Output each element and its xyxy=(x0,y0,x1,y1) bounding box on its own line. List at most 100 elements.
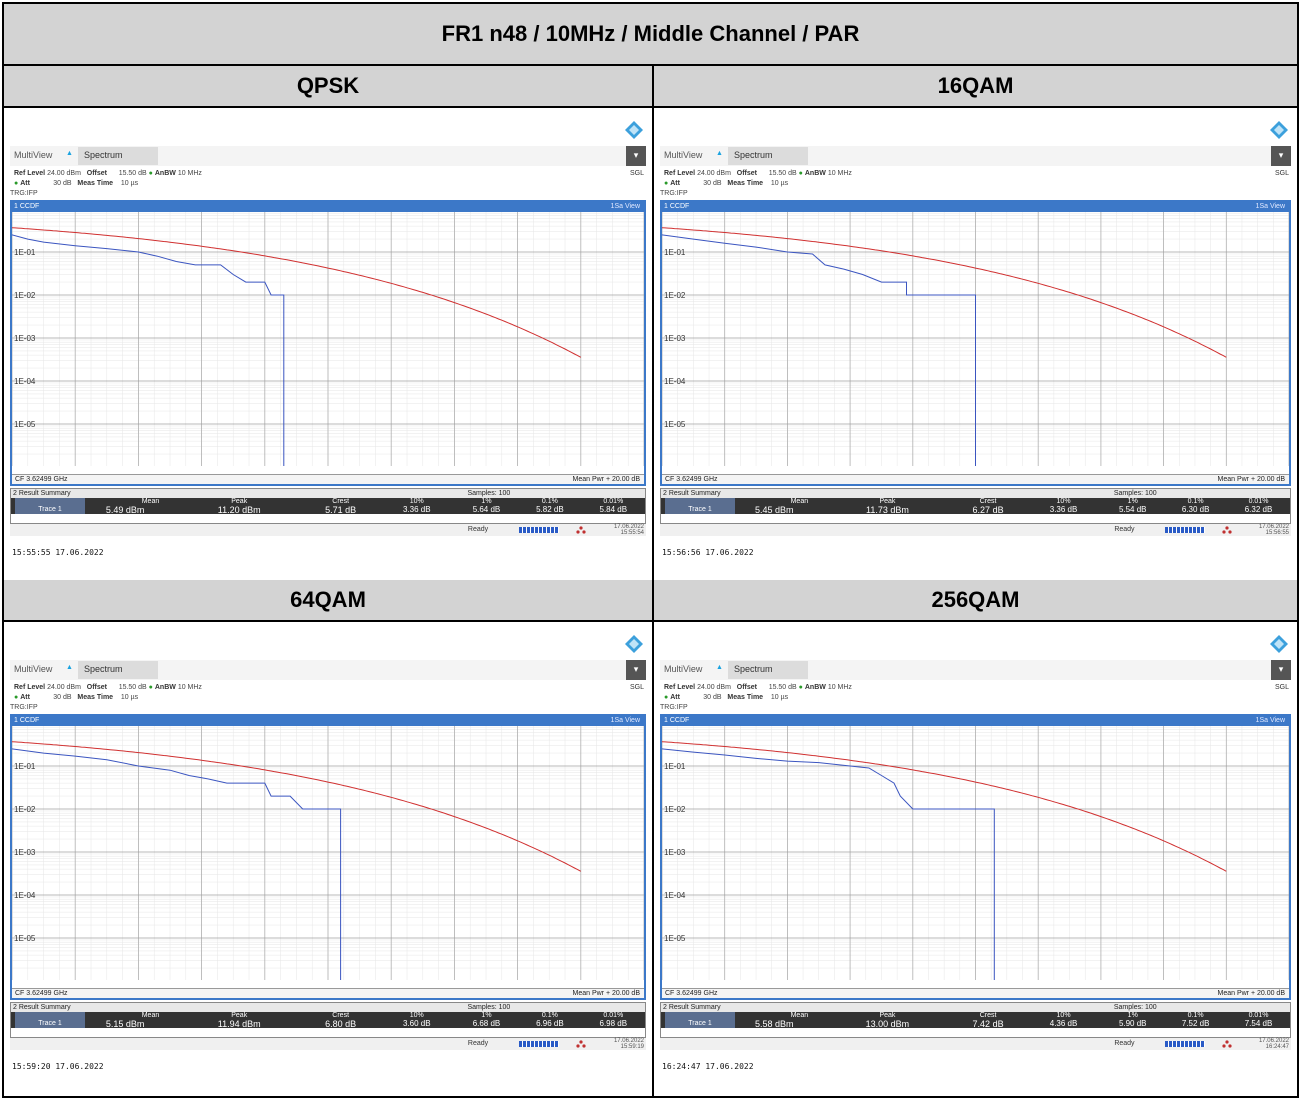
peak-value: 11.73 dBm xyxy=(865,505,909,515)
y-tick-label: 1E-05 xyxy=(664,934,686,943)
peak-value: 11.20 dBm xyxy=(217,505,261,515)
result-summary-header: 2 Result Summary Samples: 100 xyxy=(11,1003,645,1012)
col-001: 0.01% xyxy=(603,1012,624,1019)
capture-timestamp: 15:55:55 17.06.2022 xyxy=(12,548,104,557)
result-summary-header: 2 Result Summary Samples: 100 xyxy=(661,1003,1290,1012)
y-tick-label: 1E-04 xyxy=(14,891,36,900)
status-time: 16:24:47 xyxy=(1265,1044,1289,1050)
col-10: 10% xyxy=(409,498,424,505)
trace-label: Trace 1 xyxy=(665,498,735,514)
tab-spectrum[interactable]: Spectrum xyxy=(78,147,158,165)
ref-level-value: 24.00 dBm xyxy=(47,170,81,177)
offset-value: 15.50 dB xyxy=(118,170,147,177)
mean-pwr-label: Mean Pwr + 20.00 dB xyxy=(1217,990,1285,997)
trg-label: TRG:IFP xyxy=(660,704,688,711)
att-line: ● Att 30 dB Meas Time 10 µs xyxy=(664,180,788,187)
mean-value: 5.45 dBm xyxy=(754,505,794,515)
y-tick-label: 1E-03 xyxy=(664,334,686,343)
p001-value: 7.54 dB xyxy=(1244,1019,1273,1028)
menu-button[interactable]: ▾ xyxy=(1271,660,1291,680)
offset-label: Offset xyxy=(736,170,758,177)
y-tick-label: 1E-04 xyxy=(664,377,686,386)
crest-value: 6.80 dB xyxy=(325,1019,357,1029)
col-01: 0.1% xyxy=(1187,1012,1204,1019)
ccdf-plot: 1 CCDF 1Sa View 1E-01 1E-02 1E-03 1E-04 1E-0… xyxy=(10,714,646,1000)
tab-multiview[interactable]: MultiView xyxy=(14,664,53,674)
meas-time-value: 10 µs xyxy=(770,694,789,701)
capture-timestamp: 16:24:47 17.06.2022 xyxy=(662,1062,754,1071)
p001-value: 6.98 dB xyxy=(599,1019,628,1028)
p1-value: 6.68 dB xyxy=(472,1019,501,1028)
analyzer-screenshot: MultiView ▲ Spectrum ▾ SGL Ref Level 24.… xyxy=(654,110,1297,580)
status-date: 17.06.2022 xyxy=(1258,524,1289,530)
sgl-label: SGL xyxy=(1274,684,1289,691)
y-tick-label: 1E-02 xyxy=(14,805,36,814)
chevron-up-icon[interactable]: ▲ xyxy=(66,150,73,157)
anbw-value: 10 MHz xyxy=(177,684,202,691)
status-date: 17.06.2022 xyxy=(1258,1038,1289,1044)
col-001: 0.01% xyxy=(1248,498,1269,505)
ref-level-value: 24.00 dBm xyxy=(697,170,731,177)
sgl-label: SGL xyxy=(1274,170,1289,177)
ready-label: Ready xyxy=(467,526,489,533)
progress-bars-icon xyxy=(518,1041,559,1047)
modulation-header: 256QAM xyxy=(654,580,1297,622)
chevron-up-icon[interactable]: ▲ xyxy=(716,150,723,157)
tab-spectrum[interactable]: Spectrum xyxy=(728,147,808,165)
menu-button[interactable]: ▾ xyxy=(626,146,646,166)
y-tick-label: 1E-02 xyxy=(664,805,686,814)
status-bar: Ready 17.06.2022 16:24:47 xyxy=(660,1038,1291,1050)
chevron-up-icon[interactable]: ▲ xyxy=(716,664,723,671)
plot-footer: CF 3.62499 GHz Mean Pwr + 20.00 dB xyxy=(662,988,1289,998)
tab-spectrum[interactable]: Spectrum xyxy=(728,661,808,679)
col-crest: Crest xyxy=(979,498,997,505)
meas-time-value: 10 µs xyxy=(120,180,139,187)
tab-multiview[interactable]: MultiView xyxy=(14,150,53,160)
modulation-header: 16QAM xyxy=(654,66,1297,108)
tab-multiview[interactable]: MultiView xyxy=(664,150,703,160)
view-label: 1Sa View xyxy=(610,717,640,724)
p01-value: 6.30 dB xyxy=(1181,505,1210,514)
col-crest: Crest xyxy=(332,498,350,505)
trace-label: Trace 1 xyxy=(15,498,85,514)
trg-label: TRG:IFP xyxy=(660,190,688,197)
tab-bar: MultiView ▲ Spectrum ▾ xyxy=(660,146,1291,166)
att-line: ● Att 30 dB Meas Time 10 µs xyxy=(14,694,138,701)
anbw-label: AnBW xyxy=(154,684,176,691)
col-crest: Crest xyxy=(332,1012,350,1019)
analyzer-screenshot: MultiView ▲ Spectrum ▾ SGL Ref Level 24.… xyxy=(4,624,652,1094)
menu-button[interactable]: ▾ xyxy=(1271,146,1291,166)
mean-pwr-label: Mean Pwr + 20.00 dB xyxy=(572,476,640,483)
ccdf-trace-1 xyxy=(662,234,976,466)
col-001: 0.01% xyxy=(603,498,624,505)
tab-multiview[interactable]: MultiView xyxy=(664,664,703,674)
plot-header: 1 CCDF 1Sa View xyxy=(662,716,1289,726)
status-datetime: 17.06.2022 16:24:47 xyxy=(1259,1038,1289,1050)
col-1: 1% xyxy=(1127,1012,1138,1019)
crest-value: 7.42 dB xyxy=(972,1019,1004,1029)
ref-level-label: Ref Level xyxy=(664,170,696,177)
ccdf-trace-1 xyxy=(12,234,285,466)
menu-button[interactable]: ▾ xyxy=(626,660,646,680)
rs-logo-icon xyxy=(1270,635,1288,653)
chevron-up-icon[interactable]: ▲ xyxy=(66,664,73,671)
p01-value: 6.96 dB xyxy=(536,1019,564,1028)
col-001: 0.01% xyxy=(1248,1012,1269,1019)
network-icon xyxy=(576,526,586,534)
analyzer-screenshot: MultiView ▲ Spectrum ▾ SGL Ref Level 24.… xyxy=(654,624,1297,1094)
status-datetime: 17.06.2022 15:55:54 xyxy=(614,524,644,536)
col-1: 1% xyxy=(481,1012,492,1019)
anbw-label: AnBW xyxy=(804,170,826,177)
meas-time-value: 10 µs xyxy=(770,180,789,187)
col-peak: Peak xyxy=(879,498,896,505)
meas-time-label: Meas Time xyxy=(77,180,114,187)
col-10: 10% xyxy=(1056,1012,1071,1019)
y-tick-label: 1E-02 xyxy=(664,291,686,300)
modulation-header: 64QAM xyxy=(4,580,652,622)
tab-spectrum[interactable]: Spectrum xyxy=(78,661,158,679)
result-row xyxy=(11,1012,645,1028)
analyzer-screen: MultiView ▲ Spectrum ▾ SGL Ref Level 24.… xyxy=(4,110,652,580)
peak-value: 13.00 dBm xyxy=(865,1019,910,1029)
plot-title: 1 CCDF xyxy=(14,717,40,724)
y-tick-label: 1E-01 xyxy=(14,248,36,257)
